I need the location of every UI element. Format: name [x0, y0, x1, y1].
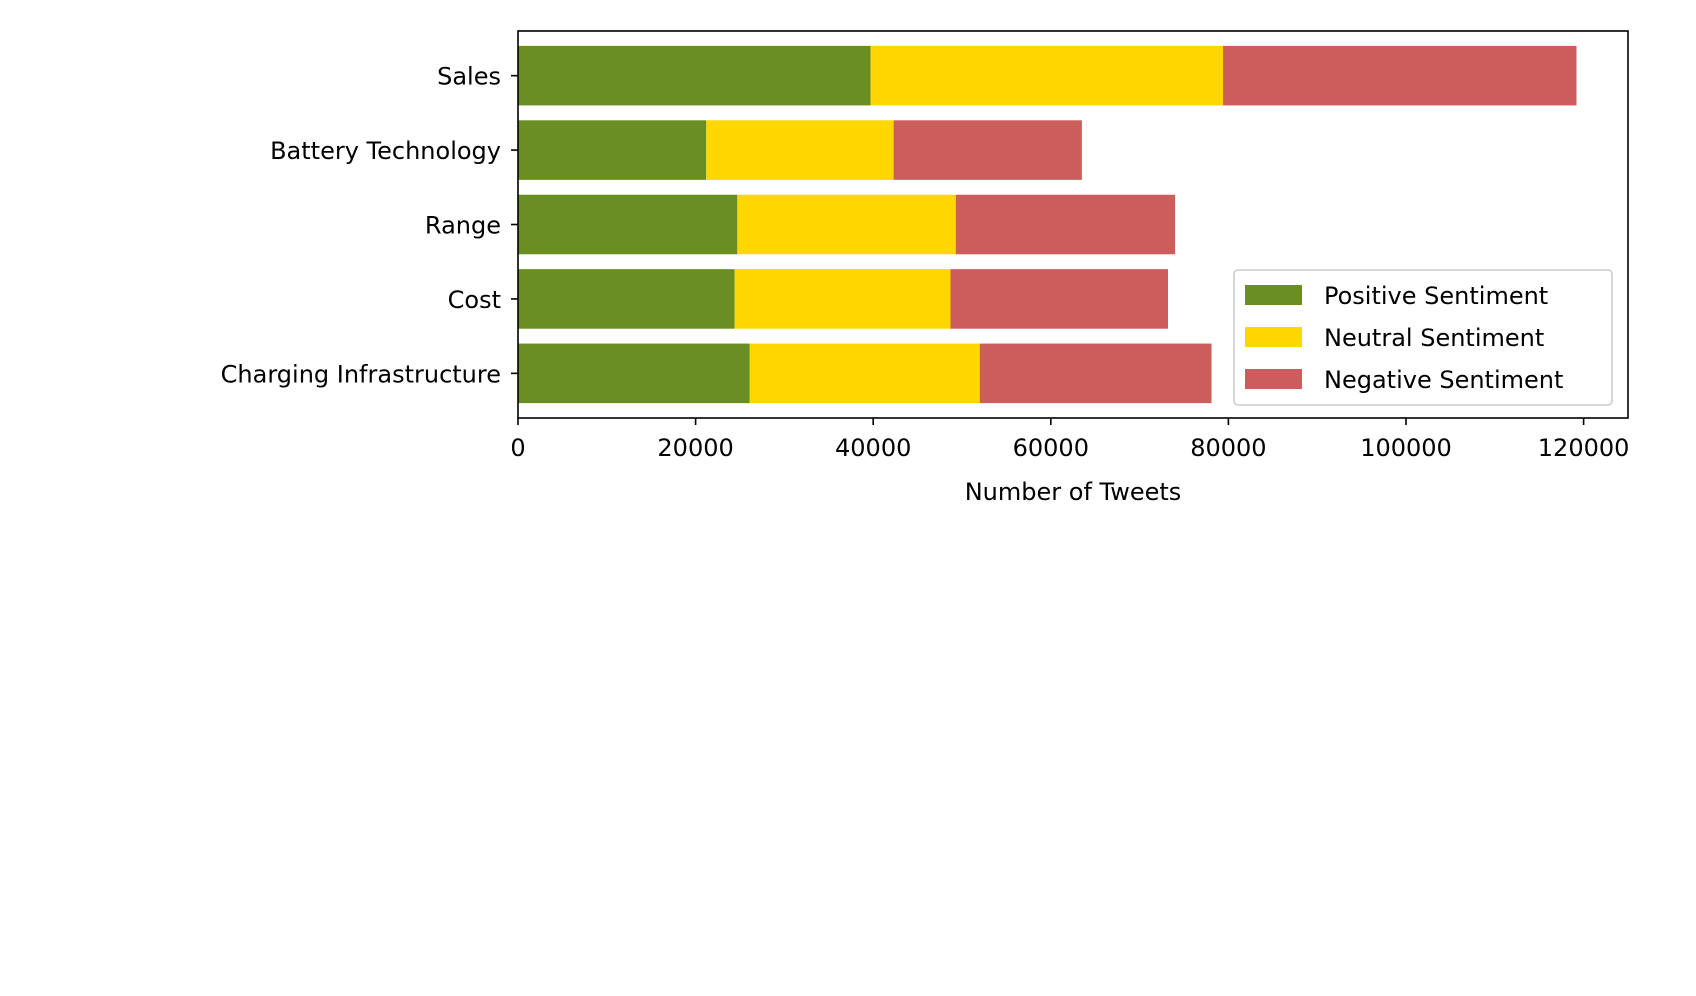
bar-battery-technology-negative — [893, 120, 1082, 180]
legend-label: Positive Sentiment — [1324, 282, 1548, 310]
bar-charging-infrastructure-positive — [518, 343, 750, 404]
legend-swatch — [1245, 285, 1302, 305]
legend-swatch — [1245, 369, 1302, 389]
x-axis: 0 20000 40000 60000 80000 100000 120000 — [510, 418, 1629, 462]
bar-battery-technology-neutral — [706, 120, 894, 180]
x-tick-label: 40000 — [835, 434, 911, 462]
bar-range-negative — [955, 194, 1176, 255]
y-tick-label: Battery Technology — [270, 137, 501, 165]
plot-frame — [517, 30, 1629, 419]
bar-range-neutral — [737, 194, 956, 255]
x-tick-label: 20000 — [657, 434, 733, 462]
x-tick-label: 60000 — [1013, 434, 1089, 462]
legend-label: Negative Sentiment — [1324, 366, 1563, 394]
y-tick-label: Cost — [448, 286, 501, 314]
legend-label: Neutral Sentiment — [1324, 324, 1544, 352]
bar-sales-positive — [518, 45, 871, 106]
x-tick-label: 0 — [510, 434, 525, 462]
bar-sales-negative — [1223, 45, 1577, 106]
y-tick-label: Range — [425, 212, 501, 240]
bars-group — [518, 45, 1577, 404]
legend: Positive Sentiment Neutral Sentiment Negat… — [1233, 269, 1613, 406]
legend-swatch — [1245, 327, 1302, 347]
x-tick-label: 80000 — [1190, 434, 1266, 462]
bar-cost-positive — [518, 269, 735, 329]
bar-charging-infrastructure-negative — [979, 343, 1212, 404]
bar-range-positive — [518, 194, 738, 255]
bar-sales-neutral — [870, 45, 1224, 106]
bar-charging-infrastructure-neutral — [749, 343, 980, 404]
y-tick-label: Charging Infrastructure — [221, 360, 501, 388]
x-tick-label: 100000 — [1360, 434, 1452, 462]
y-tick-label: Sales — [437, 63, 501, 91]
legend-box — [1233, 269, 1613, 406]
bar-cost-neutral — [734, 269, 951, 329]
y-axis: Sales Battery Technology Range Cost Charging… — [221, 63, 518, 388]
bar-battery-technology-positive — [518, 120, 707, 180]
x-axis-title: Number of Tweets — [965, 478, 1182, 506]
x-tick-label: 120000 — [1538, 434, 1630, 462]
bar-cost-negative — [950, 269, 1169, 329]
